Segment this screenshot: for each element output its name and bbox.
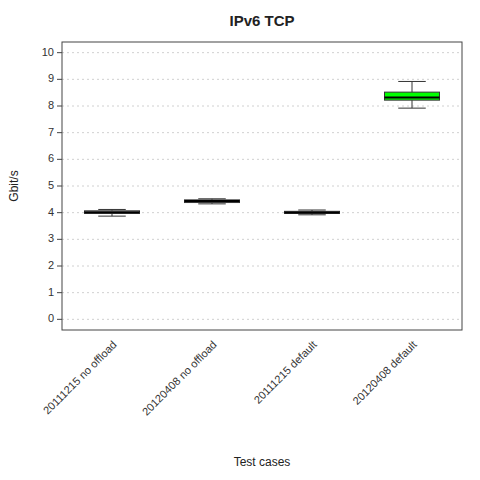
y-tick-label: 10 [42,46,54,58]
grid-line [62,239,462,240]
y-tick-label: 0 [48,312,54,324]
grid-line [62,266,462,267]
chart-container: 0 1 2 3 4 5 6 7 8 9 10 20111215 no offload 20120408 … [0,0,480,480]
median [285,211,340,213]
whisker-high [412,81,413,92]
grid-line [62,212,462,213]
x-tick-label: 20120408 no offload [140,338,219,417]
box [285,211,340,213]
x-tick-label: 20120408 default [350,338,419,407]
y-tick [57,79,62,80]
cap-low [98,216,126,217]
y-tick-label: 4 [48,206,54,218]
y-tick-label: 3 [48,232,54,244]
x-axis-label: Test cases [234,455,291,469]
y-tick [57,266,62,267]
median [185,200,240,202]
box-group [185,199,240,204]
y-tick [57,186,62,187]
cap-low [198,203,226,204]
y-tick-label: 6 [48,152,54,164]
grid-line [62,52,462,53]
grid-line [62,319,462,320]
y-tick [57,212,62,213]
y-tick-label: 2 [48,259,54,271]
cap-low [298,214,326,215]
grid-line [62,292,462,293]
cap-high [298,210,326,211]
y-tick [57,132,62,133]
plot-frame [62,42,462,330]
grid-line [62,132,462,133]
grid-line [62,159,462,160]
box [385,92,440,100]
y-tick [57,292,62,293]
title: IPv6 TCP [229,12,294,29]
y-axis-label: Gbit/s [7,170,21,201]
whisker-low [412,100,413,108]
cap-high [98,209,126,210]
y-tick-label: 8 [48,99,54,111]
box [185,200,240,203]
cap-high [198,198,226,199]
y-tick [57,239,62,240]
median [385,96,440,98]
y-tick-label: 9 [48,72,54,84]
box-group [385,81,440,108]
y-tick [57,319,62,320]
x-tick-label: 20111215 no offload [41,338,119,416]
boxes [85,81,440,216]
y-tick-label: 1 [48,286,54,298]
box-group [285,210,340,215]
grid-line [62,186,462,187]
y-tick [57,106,62,107]
box-group [85,209,140,216]
y-tick [57,52,62,53]
cap-high [398,81,426,82]
grid [62,53,462,320]
grid-line [62,79,462,80]
page: {"chart_data": {"type": "box", "title": … [0,0,480,480]
y-tick-label: 7 [48,126,54,138]
y-tick [57,159,62,160]
chart-svg: 0 1 2 3 4 5 6 7 8 9 10 20111215 no offload 20120408 … [0,0,480,480]
cap-low [398,108,426,109]
x-tick-label: 20111215 default [251,338,318,405]
median [85,211,140,213]
box [85,211,140,214]
grid-line [62,106,462,107]
y-tick-label: 5 [48,179,54,191]
